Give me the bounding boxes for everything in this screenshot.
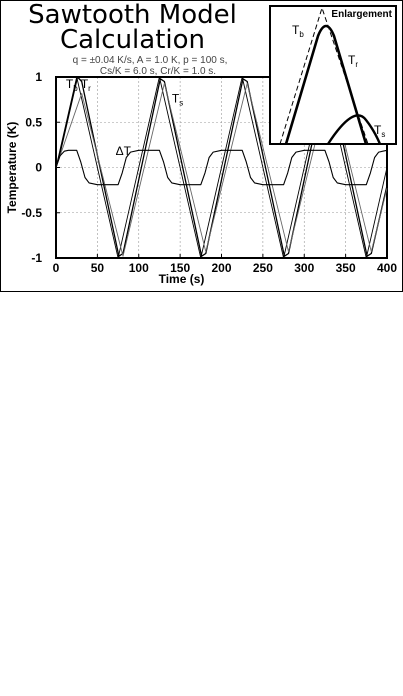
x-tick-label-4: 200	[211, 261, 231, 275]
inset-label-2: Ts	[374, 123, 385, 139]
series-line-0	[55, 76, 388, 259]
inset-series-ts	[326, 114, 382, 145]
x-tick-label-0: 0	[53, 261, 60, 275]
axes: 0 50 100 150 200 250 300 350 400 -1 -0.5 0 0.5 1 Time …	[5, 70, 397, 286]
x-tick-label-1: 50	[91, 261, 105, 275]
y-tick-label-1: -0.5	[21, 206, 42, 220]
chart-title-line2: Calculation	[59, 25, 206, 55]
params-line1: q = ±0.04 K/s, A = 1.0 K, p = 100 s,	[72, 55, 228, 66]
inset-frame	[269, 5, 397, 145]
x-tick-label-8: 400	[377, 261, 397, 275]
x-tick-label-3: 150	[170, 261, 190, 275]
chart-title-line1: Sawtooth Model	[28, 0, 237, 30]
inset-label-1: Tr	[348, 53, 358, 69]
enlargement-inset: Enlargement Tb Tr Ts	[269, 5, 397, 145]
y-axis-title: Temperature (K)	[5, 122, 19, 214]
main-chart: 0 50 100 150 200 250 300 350 400 -1 -0.5 0 0.5 1 Time …	[0, 0, 403, 292]
y-tick-label-0: -1	[31, 251, 42, 265]
x-tick-label-6: 300	[294, 261, 314, 275]
x-tick-label-7: 350	[336, 261, 356, 275]
curve-label-1: Tr	[81, 77, 91, 93]
series-line-2	[55, 82, 388, 257]
inset-series-tr	[284, 24, 368, 145]
y-tick-label-2: 0	[35, 161, 42, 175]
params-line2: Cs/K = 6.0 s, Cr/K = 1.0 s.	[99, 66, 217, 77]
inset-label-0: Tb	[292, 23, 304, 39]
x-tick-label-2: 100	[129, 261, 149, 275]
curve-label-3: ΔT	[116, 144, 132, 158]
y-tick-label-3: 0.5	[25, 115, 42, 129]
labels-layer: Tb Tr Ts ΔT	[66, 77, 183, 158]
x-axis-title: Time (s)	[159, 272, 205, 286]
curve-label-0: Tb	[66, 77, 78, 93]
series-line-3	[55, 149, 388, 186]
y-tick-label-4: 1	[35, 70, 42, 84]
x-tick-label-5: 250	[253, 261, 273, 275]
inset-title: Enlargement	[331, 9, 392, 20]
sawtooth-figure: Sawtooth Model Calculation q = ±0.04 K/s…	[0, 0, 403, 292]
curve-label-2: Ts	[172, 91, 183, 107]
